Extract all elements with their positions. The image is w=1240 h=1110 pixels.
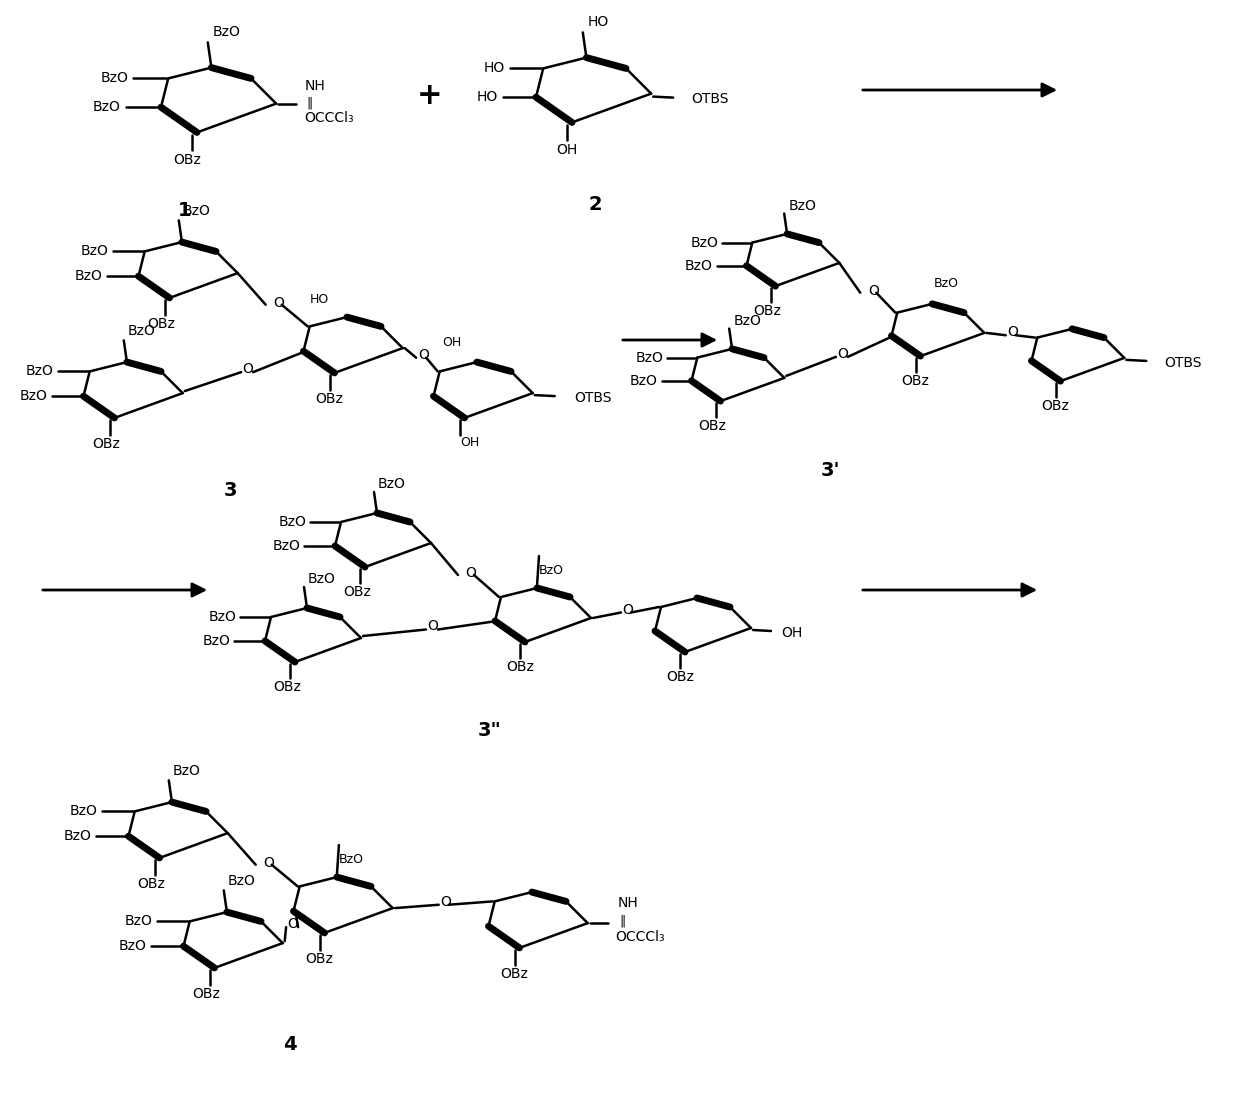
Text: OCCCl₃: OCCCl₃ <box>304 111 353 124</box>
Text: OBz: OBz <box>1042 400 1069 413</box>
Text: O: O <box>622 603 634 616</box>
Text: OH: OH <box>443 335 461 349</box>
Text: O: O <box>868 284 879 297</box>
Text: BzO: BzO <box>74 270 103 283</box>
Text: BzO: BzO <box>100 71 128 85</box>
Text: NH: NH <box>304 79 325 92</box>
Text: BzO: BzO <box>228 875 255 888</box>
Text: BzO: BzO <box>125 915 153 928</box>
Text: BzO: BzO <box>208 610 236 624</box>
Text: BzO: BzO <box>684 259 713 273</box>
Text: 3': 3' <box>820 461 839 480</box>
Text: OH: OH <box>557 143 578 158</box>
Text: OBz: OBz <box>305 952 334 966</box>
Text: OH: OH <box>781 626 802 640</box>
Text: O: O <box>288 917 299 931</box>
Text: OBz: OBz <box>273 680 301 694</box>
Text: OBz: OBz <box>315 392 343 406</box>
Text: OTBS: OTBS <box>691 92 729 105</box>
Text: BzO: BzO <box>378 477 405 491</box>
Text: HO: HO <box>310 293 329 305</box>
Text: BzO: BzO <box>69 805 98 818</box>
Text: BzO: BzO <box>339 852 363 866</box>
Text: OBz: OBz <box>174 153 201 168</box>
Text: O: O <box>243 362 253 376</box>
Text: OBz: OBz <box>192 987 221 1001</box>
Text: BzO: BzO <box>172 765 201 778</box>
Text: OBz: OBz <box>666 670 694 684</box>
Text: BzO: BzO <box>93 100 122 114</box>
Text: OTBS: OTBS <box>1164 356 1202 370</box>
Text: HO: HO <box>484 61 505 75</box>
Text: BzO: BzO <box>202 634 229 648</box>
Text: BzO: BzO <box>539 564 564 576</box>
Text: O: O <box>465 566 476 581</box>
Text: OTBS: OTBS <box>574 391 613 405</box>
Text: BzO: BzO <box>934 278 959 291</box>
Text: ‖: ‖ <box>306 97 312 109</box>
Text: OBz: OBz <box>901 374 930 388</box>
Text: OBz: OBz <box>506 660 534 674</box>
Text: OH: OH <box>460 436 479 450</box>
Text: OBz: OBz <box>138 877 165 891</box>
Text: BzO: BzO <box>20 390 47 403</box>
Text: O: O <box>263 856 274 870</box>
Text: OBz: OBz <box>343 585 371 599</box>
Text: BzO: BzO <box>308 572 336 586</box>
Text: OBz: OBz <box>698 420 727 433</box>
Text: 3: 3 <box>223 481 237 500</box>
Text: HO: HO <box>476 90 498 104</box>
Text: BzO: BzO <box>691 235 718 250</box>
Text: O: O <box>837 346 848 361</box>
Text: BzO: BzO <box>128 324 156 339</box>
Text: NH: NH <box>618 896 639 910</box>
Text: HO: HO <box>588 16 609 29</box>
Text: OBz: OBz <box>501 967 528 981</box>
Text: BzO: BzO <box>630 374 657 387</box>
Text: 3": 3" <box>479 720 502 739</box>
Text: BzO: BzO <box>272 539 300 553</box>
Text: BzO: BzO <box>635 351 663 364</box>
Text: BzO: BzO <box>81 244 109 259</box>
Text: 2: 2 <box>588 195 601 214</box>
Text: OCCCl₃: OCCCl₃ <box>616 930 666 945</box>
Text: O: O <box>1007 325 1018 340</box>
Text: BzO: BzO <box>26 364 53 379</box>
Text: 4: 4 <box>283 1036 296 1054</box>
Text: BzO: BzO <box>213 26 241 39</box>
Text: BzO: BzO <box>119 939 146 953</box>
Text: O: O <box>273 295 284 310</box>
Text: OBz: OBz <box>754 304 781 319</box>
Text: OBz: OBz <box>93 437 120 451</box>
Text: BzO: BzO <box>63 829 92 844</box>
Text: BzO: BzO <box>278 515 306 529</box>
Text: +: + <box>417 81 443 110</box>
Text: O: O <box>428 619 439 634</box>
Text: BzO: BzO <box>182 204 211 219</box>
Text: 1: 1 <box>179 201 192 220</box>
Text: O: O <box>440 895 451 909</box>
Text: OBz: OBz <box>148 316 175 331</box>
Text: O: O <box>418 347 429 362</box>
Text: ‖: ‖ <box>620 915 626 928</box>
Text: BzO: BzO <box>789 199 816 213</box>
Text: BzO: BzO <box>733 314 761 327</box>
